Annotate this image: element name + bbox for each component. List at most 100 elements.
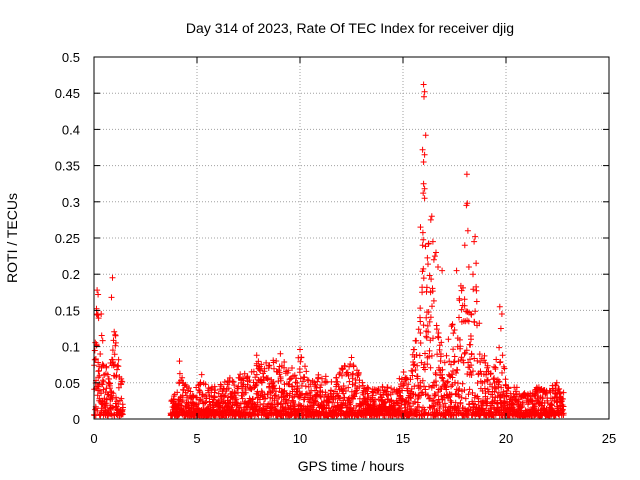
data-point (240, 408, 247, 414)
data-point (560, 403, 567, 410)
data-point (300, 378, 306, 385)
data-point (451, 327, 458, 333)
data-point (449, 321, 456, 328)
data-point (450, 330, 457, 337)
axis-ticks: 0 5 10 15 20 25 0 0.05 0.1 0.15 0.2 0.25 0.3 0.35 0.4 0… (55, 50, 617, 446)
data-point (186, 385, 192, 391)
data-point (115, 384, 122, 391)
data-point (120, 404, 126, 411)
data-point (96, 372, 103, 379)
data-point (347, 361, 354, 367)
data-point (442, 382, 449, 389)
data-point (530, 404, 537, 411)
data-point (420, 236, 427, 243)
data-point (499, 369, 505, 376)
data-point (115, 363, 122, 370)
data-point (221, 393, 228, 400)
data-point (519, 399, 526, 406)
data-point (440, 377, 447, 384)
data-point (421, 195, 428, 202)
data-point (98, 311, 105, 317)
data-point (466, 386, 473, 393)
data-point (111, 328, 118, 335)
data-point (472, 308, 479, 315)
data-point (187, 388, 194, 395)
data-point (202, 399, 209, 406)
data-point (108, 294, 115, 301)
data-point (107, 380, 113, 387)
data-point (464, 371, 471, 377)
data-point (254, 411, 261, 418)
data-point (411, 383, 418, 390)
data-point (345, 372, 352, 379)
data-point (435, 389, 442, 396)
data-point (103, 396, 110, 403)
data-point (560, 389, 567, 396)
data-point (410, 346, 417, 353)
data-point (333, 374, 340, 381)
data-point (456, 336, 463, 343)
data-point (431, 391, 438, 397)
data-point (258, 361, 265, 368)
data-point (430, 297, 437, 304)
data-point (465, 264, 472, 270)
data-point (549, 402, 556, 409)
data-point (439, 366, 446, 373)
data-point (467, 369, 474, 376)
data-point (468, 310, 475, 317)
data-point (471, 318, 478, 325)
data-point (103, 400, 110, 407)
data-point (258, 388, 265, 395)
data-point (451, 353, 458, 360)
data-point (99, 337, 106, 344)
data-points (91, 81, 567, 419)
data-point (465, 318, 472, 325)
data-point (256, 396, 263, 403)
data-point (491, 397, 498, 404)
data-point (305, 377, 312, 384)
data-point (345, 384, 352, 391)
data-point (287, 376, 294, 383)
data-point (424, 322, 431, 329)
data-point (342, 400, 349, 407)
data-point (118, 395, 125, 402)
data-point (211, 394, 218, 401)
data-point (497, 358, 504, 365)
data-point (297, 346, 303, 353)
data-point (179, 374, 186, 381)
data-point (424, 254, 431, 261)
data-point (98, 390, 105, 397)
y-tick-label: 0.2 (62, 267, 80, 282)
data-point (275, 393, 282, 400)
data-point (455, 387, 462, 394)
data-point (470, 271, 476, 278)
data-point (553, 379, 560, 386)
data-point (236, 404, 243, 411)
data-point (99, 361, 106, 368)
data-point (468, 372, 475, 378)
data-point (93, 342, 100, 349)
data-point (111, 351, 118, 358)
data-point (95, 315, 102, 322)
data-point (95, 291, 102, 298)
data-point (557, 389, 564, 395)
data-point (419, 242, 426, 249)
data-point (428, 276, 435, 283)
data-point (456, 297, 463, 304)
data-point (474, 357, 481, 364)
data-point (489, 383, 496, 390)
x-tick-label: 15 (396, 431, 410, 446)
data-point (94, 287, 101, 294)
data-point (253, 352, 260, 359)
data-point (313, 385, 320, 391)
data-point (496, 303, 503, 310)
data-point (104, 371, 111, 378)
data-point (417, 224, 424, 231)
data-point (431, 253, 438, 260)
data-point (427, 216, 434, 223)
data-point (309, 394, 315, 401)
data-point (119, 378, 126, 385)
data-point (444, 379, 450, 386)
data-point (427, 364, 434, 371)
data-point (307, 381, 314, 388)
